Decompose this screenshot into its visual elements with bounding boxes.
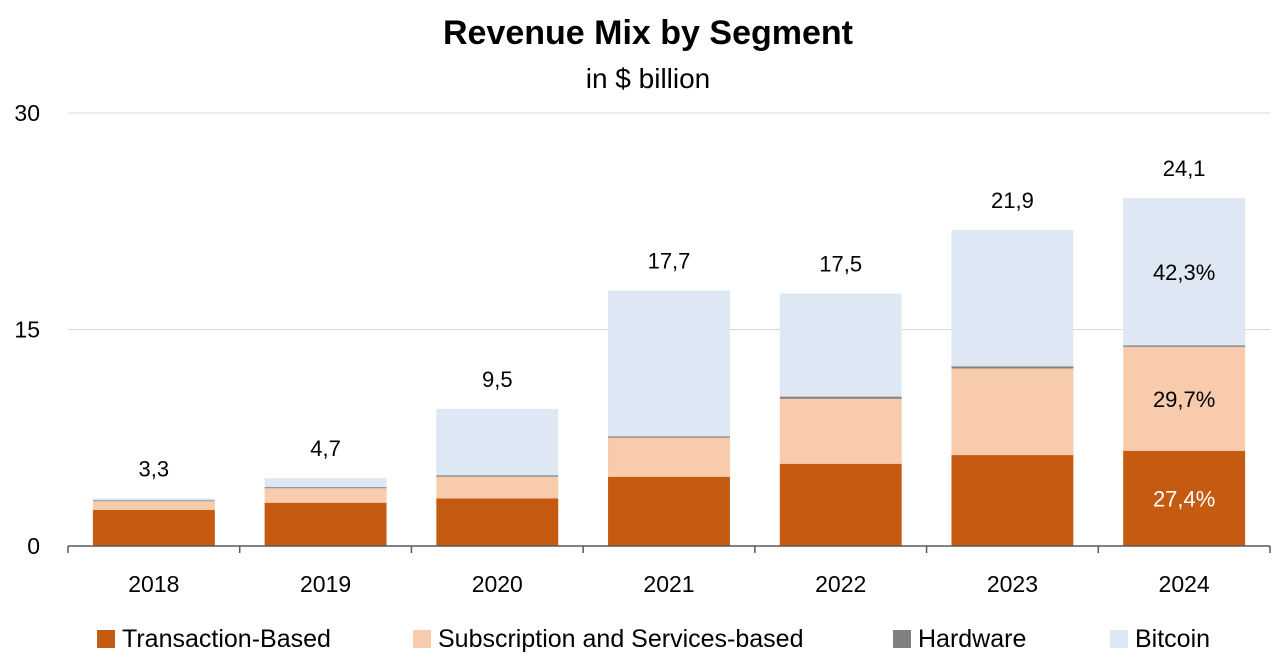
legend-label: Hardware xyxy=(918,625,1026,653)
x-tick-label-2018: 2018 xyxy=(128,571,179,597)
bar-hardware-2019 xyxy=(264,487,387,489)
bar-transaction-based-2020 xyxy=(436,498,559,546)
pct-label-transaction-based: 27,4% xyxy=(1153,486,1215,511)
y-tick-label: 0 xyxy=(27,533,40,559)
bar-transaction-based-2024 xyxy=(1123,450,1246,546)
bar-subscription-and-services-based-2021 xyxy=(608,437,730,477)
total-label-2024: 24,1 xyxy=(1163,156,1206,181)
legend: Transaction-Based Subscription and Servic… xyxy=(97,625,1210,653)
x-axis: 2018 2019 2020 2021 2022 2023 2024 xyxy=(67,545,1271,597)
bar-subscription-and-services-based-2022 xyxy=(779,398,902,464)
bar-subscription-and-services-based-2020 xyxy=(436,476,559,499)
x-tick-label-2020: 2020 xyxy=(472,571,523,597)
legend-swatch-subscription-and-services-based xyxy=(413,630,431,648)
pct-label-bitcoin: 42,3% xyxy=(1153,260,1215,285)
legend-swatch-transaction-based xyxy=(97,630,115,648)
bar-hardware-2020 xyxy=(436,475,559,477)
bar-transaction-based-2022 xyxy=(779,463,902,546)
total-label-2020: 9,5 xyxy=(482,367,513,392)
total-label-2022: 17,5 xyxy=(819,251,862,276)
x-tick-label-2021: 2021 xyxy=(643,571,694,597)
x-tick-label-2019: 2019 xyxy=(300,571,351,597)
x-tick-label-2023: 2023 xyxy=(987,571,1038,597)
chart-title: Revenue Mix by Segment xyxy=(443,14,853,52)
pct-label-subscription-and-services-based: 29,7% xyxy=(1153,387,1215,412)
bar-bitcoin-2020 xyxy=(436,408,559,476)
legend-label: Transaction-Based xyxy=(122,625,331,653)
bar-hardware-2018 xyxy=(92,500,215,502)
bar-hardware-2021 xyxy=(608,436,730,438)
x-tick-label-2024: 2024 xyxy=(1159,571,1210,597)
bar-bitcoin-2022 xyxy=(779,293,902,397)
total-label-2021: 17,7 xyxy=(648,249,691,274)
y-tick-label: 30 xyxy=(14,100,40,126)
bar-subscription-and-services-based-2024 xyxy=(1123,346,1246,451)
bar-hardware-2023 xyxy=(951,366,1074,369)
legend-label: Subscription and Services-based xyxy=(438,625,803,653)
bar-subscription-and-services-based-2023 xyxy=(951,368,1074,456)
bar-transaction-based-2023 xyxy=(951,455,1074,546)
legend-swatch-hardware xyxy=(893,630,911,648)
bar-transaction-based-2019 xyxy=(264,502,387,546)
bar-hardware-2022 xyxy=(779,396,902,399)
bar-transaction-based-2021 xyxy=(608,476,730,546)
total-label-2018: 3,3 xyxy=(139,456,170,481)
total-label-2023: 21,9 xyxy=(991,188,1034,213)
bar-bitcoin-2024 xyxy=(1123,198,1246,346)
bar-bitcoin-2019 xyxy=(264,478,387,488)
bar-bitcoin-2018 xyxy=(92,498,215,501)
legend-label: Bitcoin xyxy=(1135,625,1210,653)
bar-bitcoin-2023 xyxy=(951,229,1074,367)
bar-bitcoin-2021 xyxy=(608,290,730,437)
legend-swatch-bitcoin xyxy=(1110,630,1128,648)
y-tick-label: 15 xyxy=(14,317,40,343)
total-label-2019: 4,7 xyxy=(310,436,341,461)
bar-transaction-based-2018 xyxy=(92,509,215,546)
chart-subtitle: in $ billion xyxy=(586,63,711,94)
y-axis-ticks: 0 15 30 xyxy=(14,100,40,559)
bar-subscription-and-services-based-2018 xyxy=(92,501,215,510)
bar-subscription-and-services-based-2019 xyxy=(264,488,387,503)
bar-hardware-2024 xyxy=(1123,345,1246,347)
bars xyxy=(92,198,1246,546)
data-labels: 3,3 4,7 9,5 17,7 17,5 21,9 24,1 42,3% 29,7% 27,4% xyxy=(139,156,1216,511)
x-tick-label-2022: 2022 xyxy=(815,571,866,597)
